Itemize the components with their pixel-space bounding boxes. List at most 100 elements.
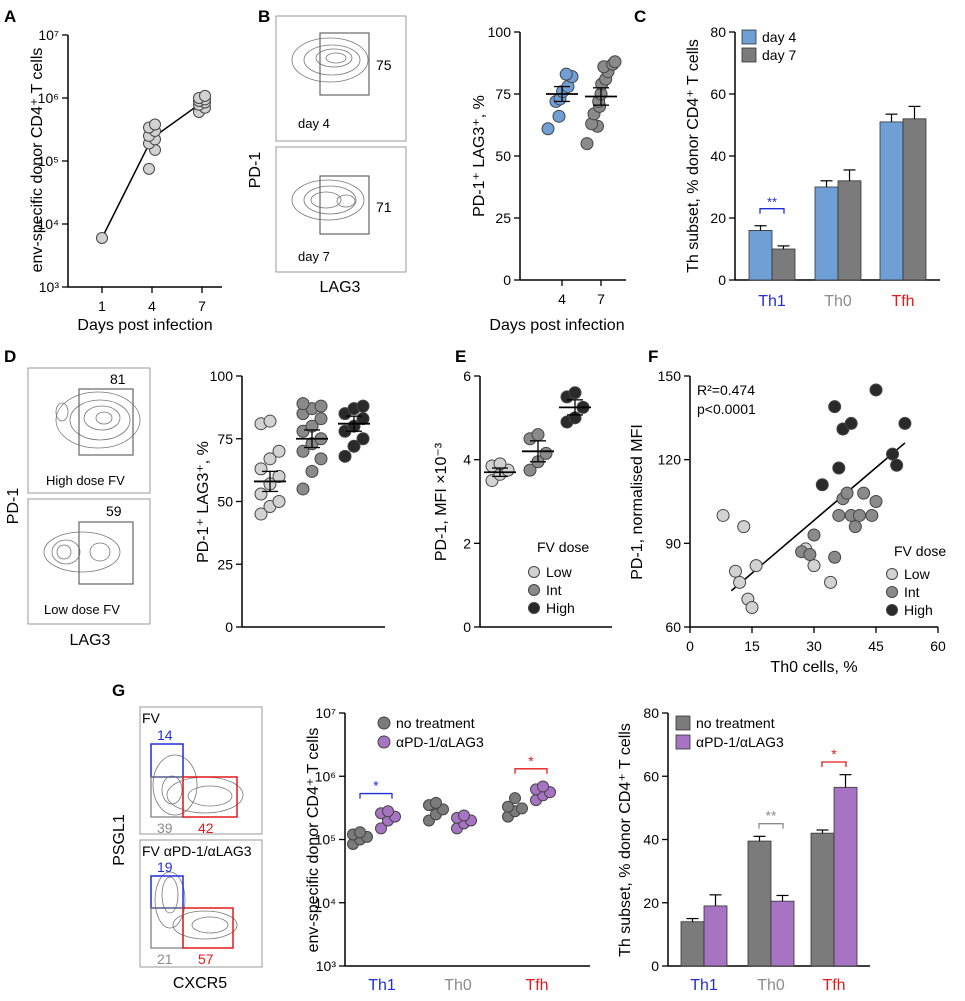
chart-g2-point-treated [375,822,387,835]
chart-f-pvalue: p<0.0001 [697,401,756,417]
chart-d-point [296,444,310,458]
panel-label-e: E [455,347,466,366]
flow-plots-b: 75 day 4 71 day 7 PD-1 LAG3 [247,15,407,296]
chart-g2-point-treated [458,809,470,822]
contour-d-bottom [43,531,121,573]
chart-g2-ytick-label: 10³ [316,958,337,974]
chart-a-xlabel: Days post infection [77,317,212,334]
chart-d-point [263,414,277,428]
chart-c-legend-swatch [741,29,757,45]
chart-a-ytick-label: 10³ [39,279,60,295]
chart-g2-legend-dot [377,716,391,730]
contour-g-top [152,754,244,816]
chart-d-ylabel: PD-1⁺ LAG3⁺, % [195,441,212,563]
chart-f-xlabel: Th0 cells, % [770,659,857,676]
chart-f-xtick-label: 15 [744,638,760,654]
chart-f-point-int [857,486,871,500]
chart-c-ytick-label: 0 [718,272,726,288]
chart-b-xtick-label: 7 [597,291,605,307]
gate-g-bottom-th1-value: 19 [157,859,173,875]
chart-f-ytick-label: 60 [665,619,681,635]
chart-b-ytick-label: 100 [488,24,512,40]
chart-a-xtick-label: 7 [198,298,206,314]
chart-f-point-high [869,383,883,397]
chart-f-point-high [844,416,858,430]
chart-a-ytick-label: 10⁴ [37,216,59,232]
gate-d-top-value: 81 [110,371,126,387]
gate-g-bottom-tfh-value: 57 [198,951,214,967]
chart-e-point [531,428,545,442]
chart-g2-xtick-label: Tfh [525,977,548,994]
flow-b-ylabel: PD-1 [247,152,264,189]
gate-g-top-th1-value: 14 [157,727,173,743]
chart-c-bar [771,248,796,281]
chart-g3-ytick-label: 60 [643,768,659,784]
chart-d-point [347,439,361,453]
chart-f-point-high [832,461,846,475]
flow-d-xlabel: LAG3 [70,632,111,649]
chart-d-point [314,412,328,426]
chart-d-point [263,452,277,466]
chart-d-point [272,469,286,483]
chart-f-xtick-label: 60 [930,638,946,654]
chart-g2-point-untreated [509,792,521,805]
chart-g2-point-treated [382,805,394,818]
chart-f-legend-label: Low [904,566,931,582]
chart-g2-point-untreated [430,796,442,809]
chart-g2-ytick-label: 10⁷ [315,705,336,721]
chart-g3-sig-label: ** [766,808,777,824]
chart-g3-bar [680,921,705,967]
gate-b-top-value: 75 [376,57,392,73]
flow-g-xlabel: CXCR5 [173,975,227,992]
chart-f-legend-label: Int [904,584,920,600]
chart-a-ytick-label: 10⁷ [38,27,59,43]
chart-g2-sig-label: * [528,753,534,769]
chart-f-ytick-label: 150 [658,368,682,384]
chart-f-point-int [807,528,821,542]
gate-g-top-tfh [182,776,238,818]
gate-g-bottom-th0 [150,907,184,949]
chart-g2-ylabel: env-specific donor CD4⁺ T cells [305,728,322,953]
chart-c-bar [879,121,904,281]
chart-c-ytick-label: 20 [710,210,726,226]
gate-b-bottom-value: 71 [376,199,392,215]
chart-f-legend-dot [886,604,898,616]
chart-c-ylabel: Th subset, % donor CD4⁺ T cells [685,39,702,273]
chart-f-point-low [733,575,747,589]
chart-c-xtick-label: Th1 [758,293,786,310]
chart-f-xtick-label: 0 [686,638,694,654]
chart-g2-xtick-label: Th0 [444,977,472,994]
chart-f-point-low [824,575,838,589]
chart-f-point-low [737,520,751,534]
chart-d-point [296,397,310,411]
chart-f-xtick-label: 30 [806,638,822,654]
chart-c-bar [748,229,773,281]
chart-f-xtick-label: 45 [868,638,884,654]
chart-g3-legend-label: no treatment [696,715,775,731]
chart-d-point [272,495,286,508]
chart-e-legend-label: Int [546,582,562,598]
chart-a: 10³ 10⁴ 10⁵ 10⁶ 10⁷ 1 4 7 env-specific donor CD4… [29,27,222,334]
gate-g-top-th0-value: 39 [157,820,173,836]
chart-g3-ytick-label: 40 [643,832,659,848]
chart-g3-sig-label: * [831,746,837,762]
chart-b-point [559,67,573,81]
chart-f-ylabel: PD-1, normalised MFI [629,424,646,580]
chart-g2-ytick-label: 10⁶ [315,768,336,784]
chart-c-xtick-label: Tfh [891,293,914,310]
chart-d-ytick-label: 100 [210,368,234,384]
chart-e-point [539,446,553,460]
chart-f-legend-label: High [904,602,933,618]
chart-g2-ytick-label: 10⁴ [314,895,336,911]
panel-label-d: D [4,347,16,366]
chart-c-sig-label: ** [767,195,777,210]
gate-d-bottom [78,521,134,585]
chart-f-point-high [890,458,904,472]
chart-g3-bar [810,832,835,967]
flow-d-ylabel: PD-1 [5,488,22,525]
chart-f-point-int [848,520,862,534]
chart-b-point [541,122,555,136]
chart-g3-ylabel: Th subset, % donor CD4⁺ T cells [617,723,634,957]
